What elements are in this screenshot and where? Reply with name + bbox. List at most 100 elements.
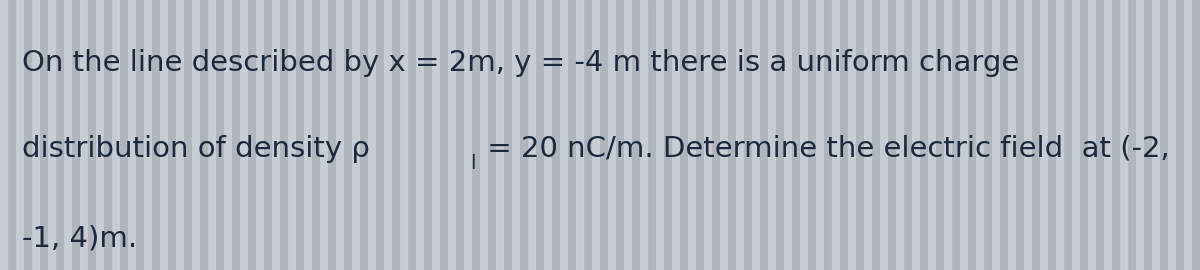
Bar (768, 0, 776, 270)
Bar (352, 0, 360, 270)
Bar (40, 0, 48, 270)
Bar (80, 0, 88, 270)
Bar (136, 0, 144, 270)
Bar (224, 0, 232, 270)
Bar (0, 0, 8, 270)
Bar (408, 0, 416, 270)
Bar (888, 0, 896, 270)
Bar (992, 0, 1000, 270)
Bar (448, 0, 456, 270)
Bar (192, 0, 200, 270)
Text: On the line described by x = 2m, y = -4 m there is a uniform charge: On the line described by x = 2m, y = -4 … (22, 49, 1019, 77)
Bar (688, 0, 696, 270)
Bar (776, 0, 784, 270)
Bar (120, 0, 128, 270)
Bar (360, 0, 368, 270)
Bar (48, 0, 56, 270)
Bar (424, 0, 432, 270)
Bar (968, 0, 976, 270)
Bar (1160, 0, 1168, 270)
Bar (56, 0, 64, 270)
Bar (880, 0, 888, 270)
Bar (1168, 0, 1176, 270)
Bar (528, 0, 536, 270)
Bar (216, 0, 224, 270)
Bar (808, 0, 816, 270)
Bar (200, 0, 208, 270)
Bar (904, 0, 912, 270)
Bar (496, 0, 504, 270)
Bar (1088, 0, 1096, 270)
Bar (1048, 0, 1056, 270)
Text: -1, 4)m.: -1, 4)m. (22, 224, 137, 252)
Bar (592, 0, 600, 270)
Bar (832, 0, 840, 270)
Bar (736, 0, 744, 270)
Bar (936, 0, 944, 270)
Bar (64, 0, 72, 270)
Bar (1000, 0, 1008, 270)
Bar (16, 0, 24, 270)
Text: l: l (470, 154, 476, 173)
Bar (624, 0, 632, 270)
Text: distribution of density ρ: distribution of density ρ (22, 135, 370, 163)
Bar (184, 0, 192, 270)
Bar (240, 0, 248, 270)
Bar (232, 0, 240, 270)
Bar (456, 0, 464, 270)
Bar (256, 0, 264, 270)
Bar (600, 0, 608, 270)
Bar (272, 0, 280, 270)
Bar (704, 0, 712, 270)
Bar (920, 0, 928, 270)
Bar (952, 0, 960, 270)
Bar (520, 0, 528, 270)
Bar (984, 0, 992, 270)
Bar (784, 0, 792, 270)
Bar (696, 0, 704, 270)
Bar (432, 0, 440, 270)
Bar (584, 0, 592, 270)
Bar (824, 0, 832, 270)
Bar (616, 0, 624, 270)
Bar (864, 0, 872, 270)
Bar (1176, 0, 1184, 270)
Bar (336, 0, 344, 270)
Bar (312, 0, 320, 270)
Bar (24, 0, 32, 270)
Bar (296, 0, 304, 270)
Text: = 20 nC/m. Determine the electric field  at (-2,: = 20 nC/m. Determine the electric field … (478, 135, 1169, 163)
Bar (848, 0, 856, 270)
Bar (1024, 0, 1032, 270)
Bar (1120, 0, 1128, 270)
Bar (576, 0, 584, 270)
Bar (536, 0, 544, 270)
Bar (480, 0, 488, 270)
Bar (400, 0, 408, 270)
Bar (800, 0, 808, 270)
Bar (280, 0, 288, 270)
Bar (1136, 0, 1144, 270)
Bar (680, 0, 688, 270)
Bar (264, 0, 272, 270)
Bar (648, 0, 656, 270)
Bar (944, 0, 952, 270)
Bar (168, 0, 176, 270)
Bar (208, 0, 216, 270)
Bar (896, 0, 904, 270)
Bar (112, 0, 120, 270)
Bar (976, 0, 984, 270)
Bar (328, 0, 336, 270)
Bar (720, 0, 728, 270)
Bar (304, 0, 312, 270)
Bar (1016, 0, 1024, 270)
Bar (792, 0, 800, 270)
Bar (152, 0, 160, 270)
Bar (392, 0, 400, 270)
Bar (816, 0, 824, 270)
Bar (728, 0, 736, 270)
Bar (1040, 0, 1048, 270)
Bar (544, 0, 552, 270)
Bar (640, 0, 648, 270)
Bar (488, 0, 496, 270)
